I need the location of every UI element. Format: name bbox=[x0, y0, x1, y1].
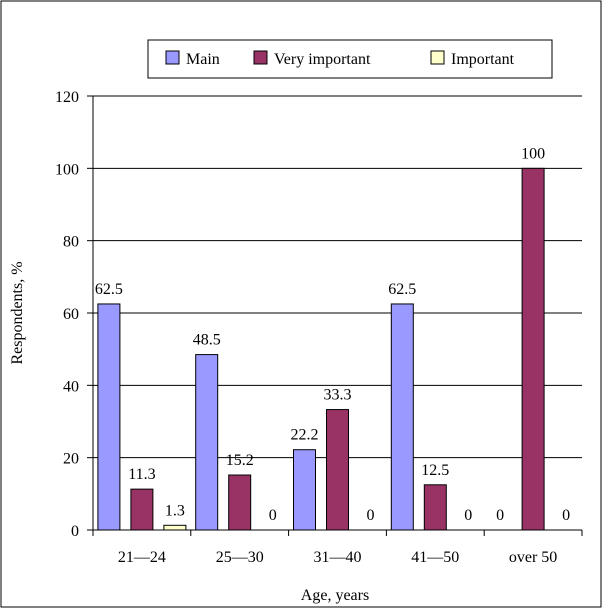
bar bbox=[326, 409, 349, 531]
y-tick-label: 40 bbox=[63, 378, 79, 395]
legend-swatch bbox=[165, 50, 180, 65]
y-tick-label: 0 bbox=[71, 523, 79, 540]
data-label: 0 bbox=[269, 507, 277, 524]
gridlines bbox=[93, 95, 582, 459]
x-tick-label: 21—24 bbox=[118, 549, 166, 566]
legend-label: Important bbox=[451, 51, 515, 68]
data-label: 22.2 bbox=[291, 427, 319, 444]
data-labels: 62.5 11.3 1.3 48.5 15.2 0 22.2 33.3 0 62.5 12.5 0 0 1… bbox=[95, 145, 570, 524]
data-label: 11.3 bbox=[128, 466, 155, 483]
data-label: 62.5 bbox=[388, 281, 416, 298]
x-tick-label: over 50 bbox=[509, 549, 557, 566]
y-tick-label: 120 bbox=[55, 89, 79, 106]
x-tick-label: 31—40 bbox=[314, 549, 362, 566]
data-label: 33.3 bbox=[324, 387, 352, 404]
x-tick-label: 41—50 bbox=[411, 549, 459, 566]
x-axis-title: Age, years bbox=[301, 587, 369, 604]
data-label: 0 bbox=[562, 507, 570, 524]
bars bbox=[97, 167, 545, 531]
data-label: 62.5 bbox=[95, 281, 123, 298]
y-tick-label: 80 bbox=[63, 234, 79, 251]
y-tick-label: 20 bbox=[63, 451, 79, 468]
bar bbox=[423, 484, 447, 531]
legend-box bbox=[147, 39, 553, 79]
bar bbox=[293, 449, 316, 531]
data-label: 0 bbox=[464, 507, 472, 524]
data-label: 0 bbox=[367, 507, 375, 524]
y-axis-title: Respondents, % bbox=[9, 261, 26, 364]
bar bbox=[130, 488, 154, 531]
y-tick-label: 100 bbox=[55, 161, 79, 178]
bar bbox=[195, 354, 219, 531]
legend-swatch bbox=[253, 50, 268, 65]
bar bbox=[228, 474, 252, 531]
x-tick-label: 25—30 bbox=[216, 549, 264, 566]
legend-label: Main bbox=[186, 51, 220, 68]
data-label: 48.5 bbox=[193, 332, 221, 349]
bar bbox=[163, 524, 187, 531]
bar bbox=[97, 303, 121, 531]
data-label: 12.5 bbox=[421, 462, 449, 479]
bar bbox=[390, 303, 414, 531]
data-label: 0 bbox=[496, 507, 504, 524]
legend-swatch bbox=[430, 50, 445, 65]
data-label: 1.3 bbox=[165, 502, 185, 519]
legend-label: Very important bbox=[274, 51, 371, 68]
legend: Main Very important Important bbox=[147, 39, 553, 79]
bar bbox=[521, 167, 545, 531]
data-label: 15.2 bbox=[226, 452, 254, 469]
data-label: 100 bbox=[521, 145, 545, 162]
y-tick-label: 60 bbox=[63, 306, 79, 323]
